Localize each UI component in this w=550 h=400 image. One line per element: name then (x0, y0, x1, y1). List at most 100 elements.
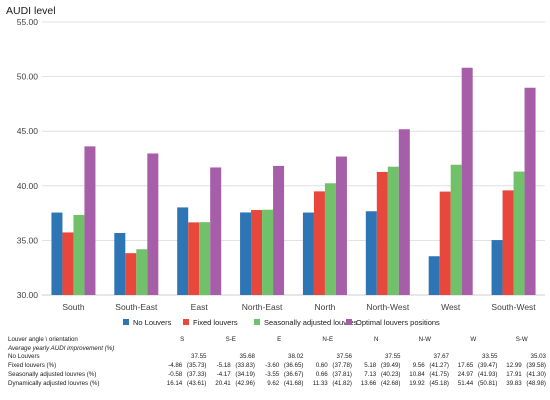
table-cell-value: -4.86 (168, 362, 183, 370)
bar (387, 166, 399, 295)
orientation-header: W (470, 336, 477, 343)
table-cell-value: 0.66 (315, 370, 328, 378)
table-row: Fixed louvers (%) -4.86 (35.73) -5.18 (33.83… (8, 362, 546, 371)
table-cell-value: (37.33) (186, 370, 207, 378)
table-cell-value: (39.47) (477, 362, 498, 370)
x-tick-label: South-West (491, 302, 536, 312)
bar (428, 256, 440, 295)
table-cell-value: 39.83 (506, 379, 522, 387)
bar (461, 67, 473, 296)
bar (240, 212, 252, 295)
table-cell-value: (42.96) (235, 379, 255, 387)
x-tick-label: East (191, 302, 209, 312)
bar (147, 153, 159, 295)
legend-swatch (123, 319, 129, 325)
bar (114, 232, 126, 295)
x-tick-label: West (441, 302, 461, 312)
orientation-header: N (374, 336, 379, 343)
bar (324, 183, 336, 295)
table-cell-value: (43.61) (186, 379, 207, 387)
legend-label: Fixed louvers (193, 318, 238, 327)
y-tick-label: 45.00 (17, 126, 39, 136)
table-cell-value: (41.75) (429, 370, 449, 378)
bar (450, 164, 462, 295)
table-cell-value: (36.65) (283, 362, 304, 370)
table-cell-value: (40.23) (380, 370, 401, 378)
legend-swatch (254, 319, 260, 325)
table-cell-value (401, 353, 425, 362)
table-cell-value: 9.62 (267, 379, 280, 387)
table-cell-value: (41.27) (429, 362, 449, 370)
y-axis-label: AUDI level (6, 5, 56, 17)
y-tick-label: 30.00 (17, 290, 39, 300)
row-label: No Louvers (8, 353, 40, 361)
table-cell-value: -4.17 (216, 370, 231, 378)
table-cell-value: (41.82) (332, 379, 352, 387)
orientation-header: N-E (322, 336, 334, 343)
bar (491, 240, 503, 295)
table-cell-value: 7.13 (364, 370, 377, 378)
table-row: Dynamically adjusted louvres (%) 16.14 (43… (8, 380, 546, 389)
bar (502, 190, 514, 295)
table-subheader: Average yearly AUDI improvement (%) (8, 344, 115, 352)
table-cell-value: -0.58 (168, 370, 183, 378)
orientation-header: S-E (225, 336, 236, 343)
bar (524, 87, 536, 295)
bar (188, 222, 200, 295)
bar (73, 214, 85, 295)
legend-swatch (183, 319, 189, 325)
bar (398, 129, 410, 295)
table-cell-value: 10.84 (409, 370, 425, 378)
bar (335, 156, 347, 295)
bar (262, 209, 274, 295)
table-cell-value (498, 353, 522, 362)
bar (313, 191, 325, 295)
table-row: Seasonally adjusted louvres (%) -0.58 (37.… (8, 371, 546, 380)
table-cell-value: (39.58) (526, 362, 546, 370)
table-cell-value: (41.68) (283, 379, 304, 387)
table-cell-value (352, 353, 376, 362)
x-tick-label: South (62, 302, 84, 312)
table-cell-value: 51.44 (457, 379, 474, 387)
table-cell-value: (33.83) (235, 362, 255, 370)
table-cell-value: 24.97 (457, 370, 474, 378)
legend-item: No Louvers (123, 318, 171, 327)
table-cell-value: (41.30) (526, 370, 546, 378)
bar (273, 165, 285, 295)
bar (251, 210, 263, 295)
legend-label: No Louvers (133, 318, 172, 327)
bar (177, 207, 189, 295)
table-cell-value: (34.19) (235, 370, 255, 378)
bar (210, 167, 222, 295)
y-axis-tick-labels: 30.00 35.00 40.00 45.00 50.00 55.00 (17, 17, 39, 300)
table-cell-value: 37.56 (336, 353, 352, 361)
table-cell-value: 37.55 (191, 353, 207, 361)
y-tick-label: 55.00 (17, 17, 39, 27)
table-cell-value: 12.99 (506, 362, 522, 370)
table-cell-value: 17.91 (506, 370, 522, 378)
bar (125, 253, 137, 295)
legend-label: Optimal louvers positions (356, 318, 440, 327)
legend-item: Seasonally adjusted louvres (254, 318, 357, 327)
table-cell-value: 38.02 (288, 353, 304, 361)
table-cell-value: 0.60 (315, 362, 328, 370)
legend-swatch (346, 319, 352, 325)
table-cell-value (207, 353, 231, 362)
table-cell-value: 19.92 (409, 379, 425, 387)
table-cell-value (304, 353, 328, 362)
table-header-label: Louver angle \ orientation (8, 336, 78, 343)
bar (365, 211, 377, 295)
orientation-header: E (277, 336, 282, 343)
bar (84, 146, 96, 295)
table-cell-value: 20.41 (215, 379, 231, 387)
bar (302, 212, 314, 295)
table-cell-value: (48.98) (526, 379, 546, 387)
y-tick-label: 50.00 (17, 72, 39, 82)
table-cell-value: 35.68 (239, 353, 255, 361)
data-table: Louver angle \ orientation S S-E E N-E N N-W W S… (8, 336, 546, 388)
row-label: Seasonally adjusted louvres (%) (8, 370, 97, 378)
table-header-row: Louver angle \ orientation S S-E E N-E N N-W W S… (8, 336, 546, 345)
table-row: No Louvers 37.55 35.68 38.02 37.56 37.55 37.67… (8, 353, 546, 362)
bar (62, 232, 74, 295)
